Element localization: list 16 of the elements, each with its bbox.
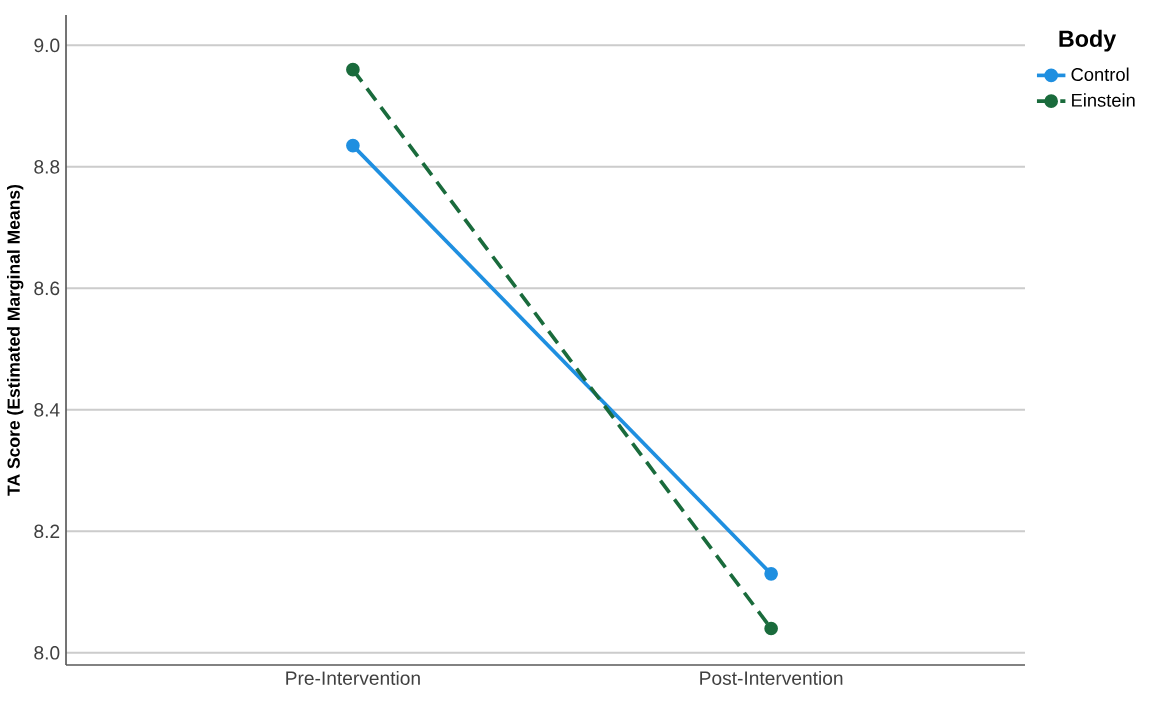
y-axis-title: TA Score (Estimated Marginal Means) [7, 184, 24, 496]
y-tick-label: 8.8 [34, 160, 60, 174]
point [346, 62, 360, 77]
x-tick-label: Pre-Intervention [286, 670, 420, 685]
point [764, 567, 778, 581]
y-tick-label: 9.0 [34, 38, 60, 53]
y-tick-label: 8.6 [34, 281, 60, 296]
y-tick-label: 8.0 [34, 646, 60, 660]
y-tick-label: 8.4 [34, 403, 60, 417]
legend-title: Body [1059, 29, 1117, 52]
legend-label: Control [1071, 67, 1129, 81]
point [346, 138, 360, 153]
legend-label: Einstein [1072, 93, 1135, 107]
point [764, 621, 778, 636]
y-tick-label: 8.2 [34, 524, 60, 539]
x-tick-label: Post-Intervention [700, 670, 843, 685]
